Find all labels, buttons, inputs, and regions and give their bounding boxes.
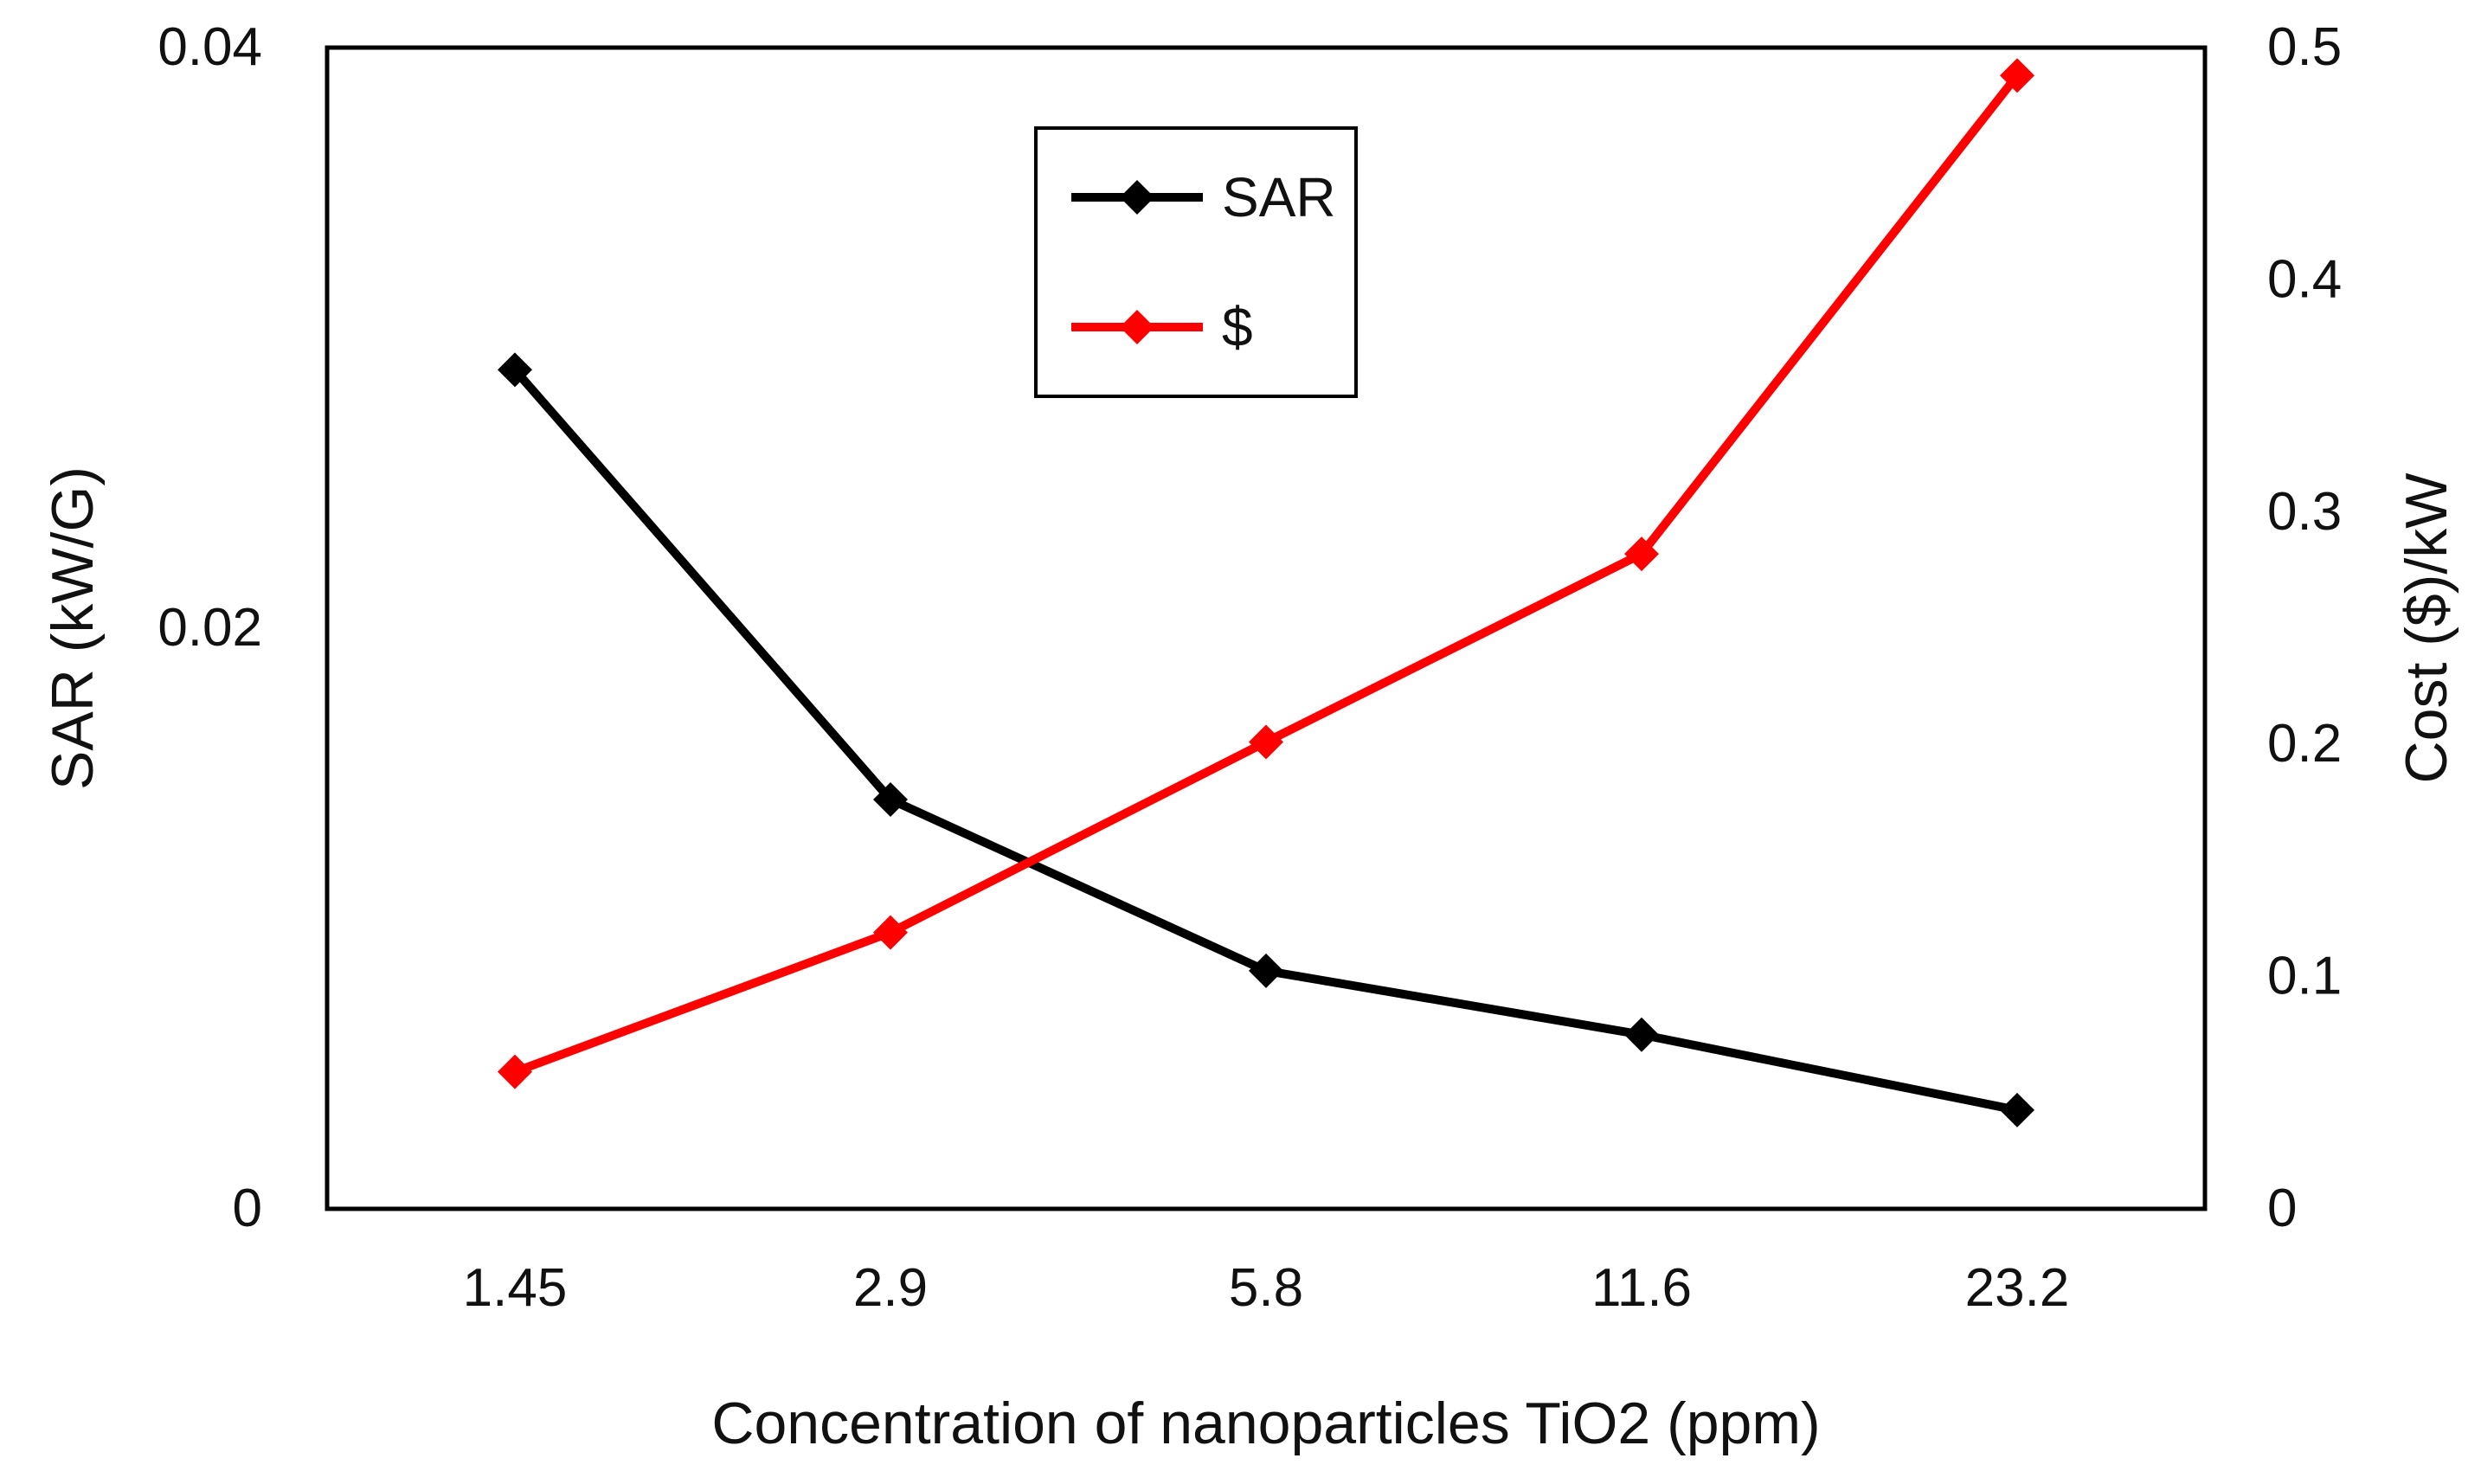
legend-box bbox=[1034, 126, 1358, 398]
y2-tick-label: 0 bbox=[2267, 1179, 2297, 1238]
plot-area-frame bbox=[325, 45, 2208, 1211]
data-point bbox=[873, 915, 908, 950]
data-point bbox=[2000, 58, 2034, 93]
series-cost bbox=[498, 58, 2034, 1089]
data-point bbox=[2000, 1092, 2034, 1127]
x-axis: 1.45 2.9 5.8 11.6 23.2 bbox=[463, 1258, 2070, 1318]
data-point bbox=[498, 352, 532, 388]
x-axis-title: Concentration of nanoparticles TiO2 (ppm… bbox=[711, 1391, 1820, 1456]
x-tick-label: 1.45 bbox=[463, 1258, 568, 1318]
x-tick-label: 11.6 bbox=[1591, 1258, 1692, 1318]
y2-tick-label: 0.4 bbox=[2267, 249, 2342, 309]
x-tick-label: 5.8 bbox=[1229, 1258, 1303, 1318]
y-axis-left-title: SAR (kW/G) bbox=[40, 466, 106, 790]
y-tick-label: 0 bbox=[233, 1179, 262, 1238]
legend-swatch-marker bbox=[1120, 310, 1154, 344]
y2-tick-label: 0.3 bbox=[2267, 482, 2342, 542]
y2-tick-label: 0.5 bbox=[2267, 17, 2342, 77]
data-point bbox=[1624, 536, 1659, 572]
legend-label: $ bbox=[1222, 296, 1253, 358]
data-point bbox=[1249, 724, 1283, 760]
data-point bbox=[1249, 953, 1283, 988]
y-tick-label: 0.04 bbox=[157, 17, 262, 77]
y-axis-right: 0 0.1 0.2 0.3 0.4 0.5 bbox=[2267, 17, 2342, 1238]
y2-tick-label: 0.1 bbox=[2267, 947, 2342, 1006]
y2-tick-label: 0.2 bbox=[2267, 714, 2342, 774]
y-tick-label: 0.02 bbox=[157, 598, 262, 658]
series-layer bbox=[498, 58, 2034, 1127]
legend-item: SAR bbox=[1071, 166, 1336, 228]
data-point bbox=[873, 781, 908, 817]
series-sar bbox=[498, 352, 2034, 1127]
y-axis-left: 0 0.02 0.04 bbox=[157, 17, 262, 1238]
legend-item: $ bbox=[1071, 296, 1253, 358]
x-tick-label: 23.2 bbox=[1965, 1258, 2070, 1318]
data-point bbox=[498, 1054, 532, 1089]
legend: SAR $ bbox=[1034, 126, 1358, 398]
x-tick-label: 2.9 bbox=[853, 1258, 928, 1318]
y-axis-right-title: Cost ($)/kW bbox=[2394, 473, 2459, 784]
legend-swatch-marker bbox=[1120, 180, 1154, 215]
legend-label: SAR bbox=[1222, 166, 1336, 228]
data-point bbox=[1624, 1017, 1659, 1052]
